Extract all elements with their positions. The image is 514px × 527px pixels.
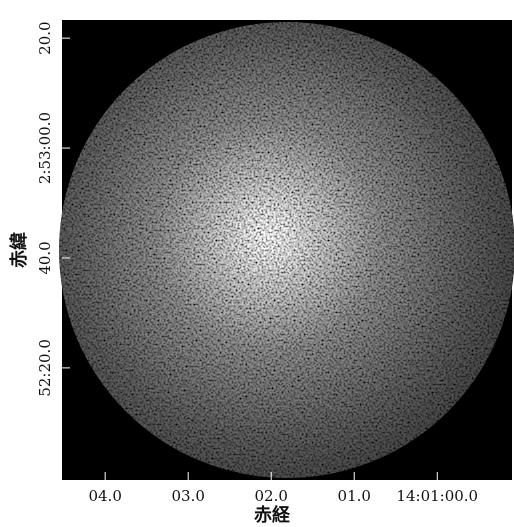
y-tick-label: 2:53:00.0 <box>36 112 54 184</box>
y-tick-label: 40.0 <box>36 241 54 274</box>
x-tick-label: 02.0 <box>255 487 288 505</box>
x-tick-label: 03.0 <box>171 487 204 505</box>
y-tick-label: 20.0 <box>36 21 54 54</box>
x-axis-label: 赤経 <box>254 504 291 526</box>
image <box>59 22 514 478</box>
x-tick-label: 01.0 <box>338 487 371 505</box>
y-tick-label: 52:20.0 <box>36 339 54 397</box>
x-tick-label: 14:01:00.0 <box>396 487 478 505</box>
x-tick-label: 04.0 <box>88 487 121 505</box>
y-axis-label: 赤緯 <box>8 232 30 268</box>
